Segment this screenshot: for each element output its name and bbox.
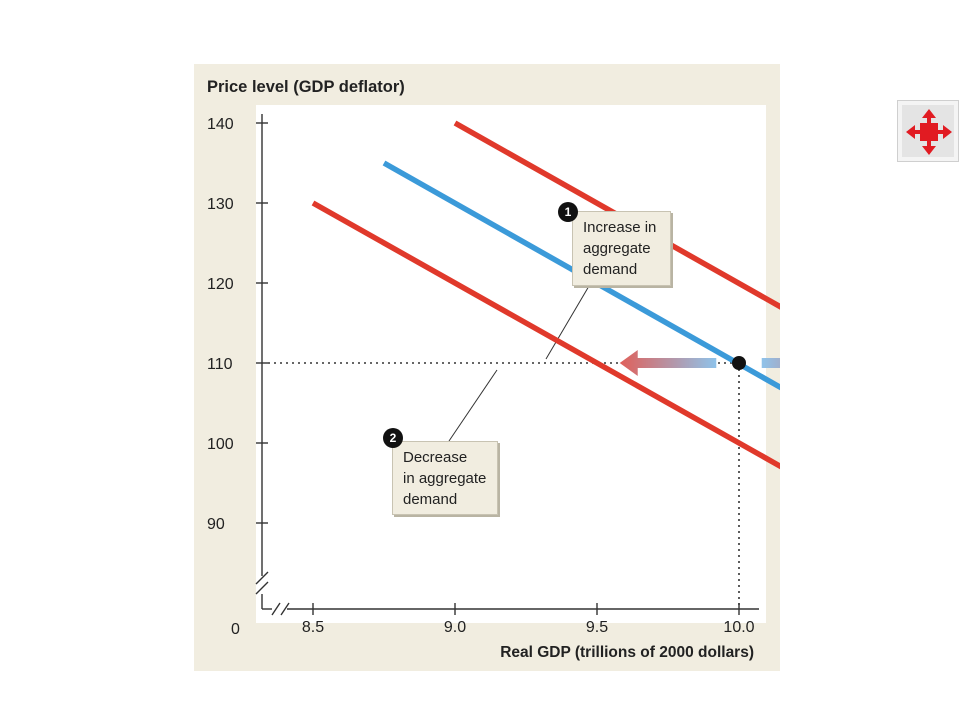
- y-tick-label: 120: [207, 276, 234, 293]
- origin-label: 0: [231, 621, 240, 638]
- annotation-line: Increase in: [583, 219, 657, 236]
- curve-ad0: [382, 160, 780, 391]
- x-tick-label: 9.0: [444, 619, 466, 636]
- expand-button[interactable]: [897, 100, 959, 162]
- x-tick-label: 10.0: [723, 619, 754, 636]
- curve-ad2: [311, 200, 780, 470]
- expand-arrows-icon: [906, 109, 952, 155]
- annotation-number-2: 2: [383, 428, 403, 448]
- annotation-line: aggregate: [583, 240, 651, 257]
- annotation-line: in aggregate: [403, 470, 487, 487]
- annotation-line: demand: [403, 491, 458, 508]
- leader-line-1: [545, 285, 590, 360]
- chart-canvas: 901001101201301408.59.09.510.010.511.011…: [207, 114, 780, 638]
- annotation-decrease: Decrease in aggregate demand: [392, 441, 498, 515]
- annotation-line: Decrease: [403, 449, 468, 466]
- x-axis-label: Real GDP (trillions of 2000 dollars): [500, 644, 754, 661]
- chart-figure: 901001101201301408.59.09.510.010.511.011…: [194, 64, 780, 671]
- y-tick-label: 90: [207, 516, 225, 533]
- shift-arrow-left: [619, 350, 717, 376]
- y-tick-label: 130: [207, 196, 234, 213]
- y-tick-label: 110: [207, 356, 233, 373]
- curve-ad1: [453, 120, 780, 310]
- annotation-line: demand: [583, 261, 638, 278]
- annotation-increase: Increase in aggregate demand: [572, 211, 671, 286]
- x-tick-label: 9.5: [586, 619, 608, 636]
- leader-line-2: [448, 369, 498, 442]
- x-axis-break: [271, 602, 290, 616]
- x-tick-label: 8.5: [302, 619, 324, 636]
- y-axis-break: [255, 571, 269, 595]
- y-tick-label: 100: [207, 436, 234, 453]
- equilibrium-point: [732, 356, 746, 370]
- y-axis-label: Price level (GDP deflator): [207, 78, 405, 96]
- y-tick-label: 140: [207, 116, 234, 133]
- annotation-number-1: 1: [558, 202, 578, 222]
- shift-arrow-right: [761, 358, 780, 368]
